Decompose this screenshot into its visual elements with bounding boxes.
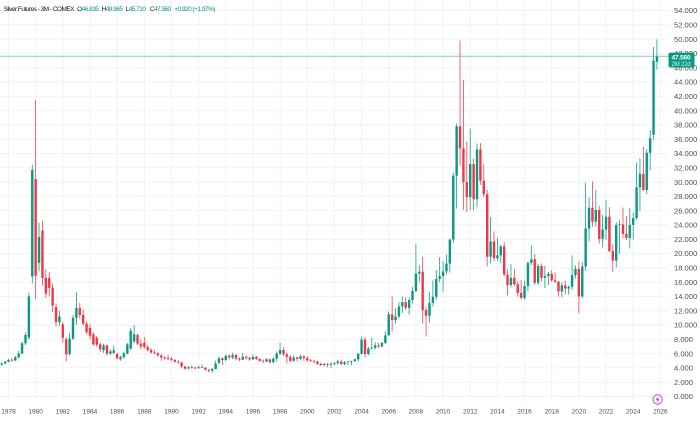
svg-text:14.000: 14.000 <box>674 292 697 301</box>
svg-text:2016: 2016 <box>517 409 532 416</box>
svg-text:26.000: 26.000 <box>674 206 697 215</box>
svg-text:50.000: 50.000 <box>674 35 697 44</box>
svg-text:28.000: 28.000 <box>674 192 697 201</box>
svg-text:8.000: 8.000 <box>674 335 693 344</box>
svg-text:2022: 2022 <box>599 409 614 416</box>
svg-text:4.000: 4.000 <box>674 364 693 373</box>
svg-text:24.000: 24.000 <box>674 221 697 230</box>
svg-text:2012: 2012 <box>463 409 478 416</box>
svg-text:C47.560: C47.560 <box>150 6 172 13</box>
svg-text:Silver Futures - 3M - COMEX: Silver Futures - 3M - COMEX <box>4 6 76 13</box>
svg-text:38.000: 38.000 <box>674 121 697 130</box>
svg-text:H49.965: H49.965 <box>102 6 124 13</box>
svg-text:2018: 2018 <box>544 409 559 416</box>
svg-text:20.000: 20.000 <box>674 249 697 258</box>
svg-text:32.000: 32.000 <box>674 163 697 172</box>
svg-text:18.000: 18.000 <box>674 264 697 273</box>
svg-text:30.000: 30.000 <box>674 178 697 187</box>
svg-text:40.000: 40.000 <box>674 106 697 115</box>
svg-text:34.000: 34.000 <box>674 149 697 158</box>
svg-text:1998: 1998 <box>273 409 288 416</box>
svg-text:2000: 2000 <box>300 409 315 416</box>
svg-text:54.000: 54.000 <box>674 6 697 15</box>
svg-text:1980: 1980 <box>28 409 43 416</box>
svg-text:44.000: 44.000 <box>674 78 697 87</box>
svg-text:1984: 1984 <box>83 409 98 416</box>
svg-text:10.000: 10.000 <box>674 321 697 330</box>
svg-text:2024: 2024 <box>626 409 641 416</box>
svg-text:2026: 2026 <box>653 409 668 416</box>
svg-text:16.000: 16.000 <box>674 278 697 287</box>
svg-text:L45.710: L45.710 <box>126 6 147 13</box>
svg-text:2020: 2020 <box>572 409 587 416</box>
svg-text:1994: 1994 <box>219 409 234 416</box>
svg-text:2008: 2008 <box>409 409 424 416</box>
svg-text:22.000: 22.000 <box>674 235 697 244</box>
svg-text:12.000: 12.000 <box>674 306 697 315</box>
svg-text:1988: 1988 <box>137 409 152 416</box>
svg-text:0.000: 0.000 <box>674 392 693 401</box>
svg-text:1978: 1978 <box>1 409 16 416</box>
svg-text:52.000: 52.000 <box>674 21 697 30</box>
svg-text:2014: 2014 <box>490 409 505 416</box>
svg-text:1992: 1992 <box>191 409 206 416</box>
svg-text:47.560: 47.560 <box>672 54 691 61</box>
svg-text:2010: 2010 <box>436 409 451 416</box>
svg-text:+0.920 (+1.97%): +0.920 (+1.97%) <box>174 6 215 13</box>
svg-text:1982: 1982 <box>56 409 71 416</box>
svg-text:O46.835: O46.835 <box>77 6 99 13</box>
svg-text:2006: 2006 <box>382 409 397 416</box>
svg-text:42.000: 42.000 <box>674 92 697 101</box>
svg-text:1996: 1996 <box>246 409 261 416</box>
svg-text:6.000: 6.000 <box>674 349 693 358</box>
svg-text:2004: 2004 <box>354 409 369 416</box>
svg-text:2002: 2002 <box>327 409 342 416</box>
svg-text:2.000: 2.000 <box>674 378 693 387</box>
svg-text:46.000: 46.000 <box>674 63 697 72</box>
svg-text:2M 22d: 2M 22d <box>672 62 691 68</box>
svg-text:1990: 1990 <box>164 409 179 416</box>
svg-text:1986: 1986 <box>110 409 125 416</box>
svg-text:36.000: 36.000 <box>674 135 697 144</box>
